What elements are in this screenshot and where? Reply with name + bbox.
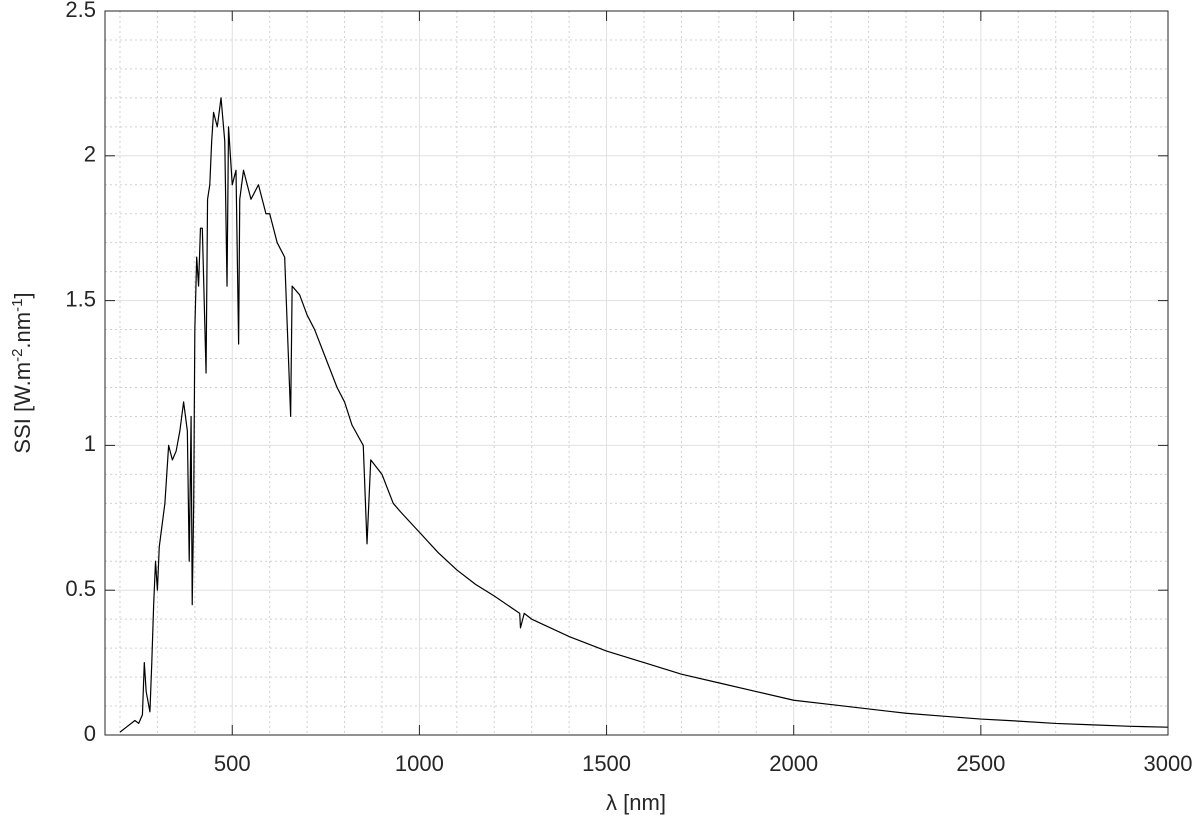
x-tick-label: 500: [214, 751, 251, 776]
y-tick-label: 1.5: [65, 286, 96, 311]
y-tick-label: 2.5: [65, 0, 96, 22]
x-tick-label: 2000: [769, 751, 818, 776]
x-tick-label: 1500: [582, 751, 631, 776]
x-tick-label: 3000: [1144, 751, 1193, 776]
y-label-superscript: -2: [9, 349, 26, 362]
y-axis-label: SSI [W.m-2.nm-1]: [9, 292, 35, 453]
x-tick-label: 1000: [395, 751, 444, 776]
y-tick-label: 0.5: [65, 576, 96, 601]
y-tick-label: 2: [84, 142, 96, 167]
x-tick-label: 2500: [956, 751, 1005, 776]
spectrum-line: [119, 97, 1169, 733]
y-tick-label: 1: [84, 431, 96, 456]
y-label-part: ]: [10, 292, 35, 298]
plot-border: [104, 10, 1169, 736]
y-label-part: SSI [W.m: [10, 362, 35, 454]
x-axis-label: λ [nm]: [606, 790, 666, 815]
y-label-superscript: -1: [9, 299, 26, 312]
y-tick-label: 0: [84, 721, 96, 746]
y-label-part: .nm: [10, 312, 35, 349]
